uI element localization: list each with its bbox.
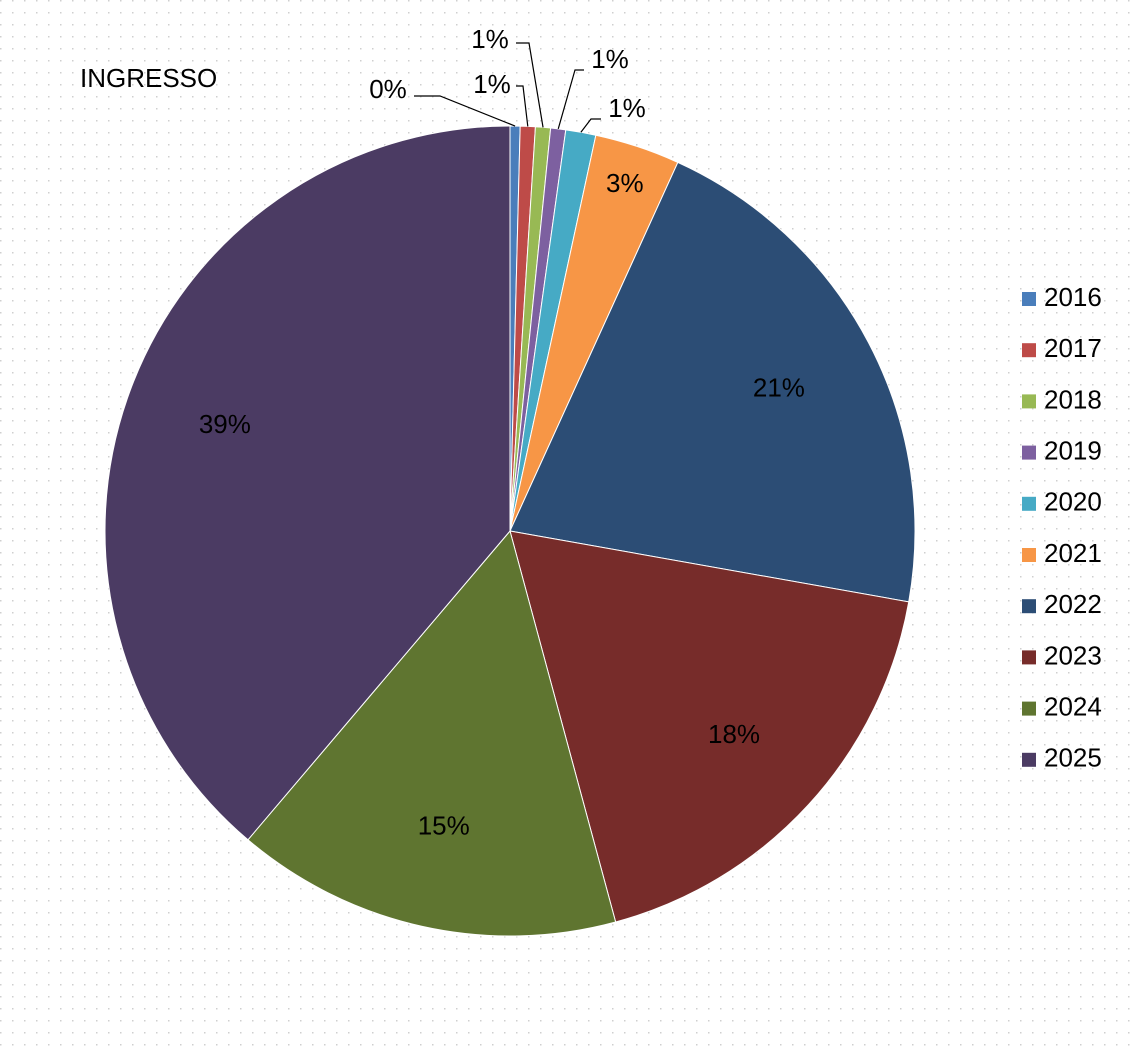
pie-slice: [104, 125, 511, 841]
legend-swatch: [1022, 394, 1036, 409]
pie-slice: [509, 161, 916, 603]
data-label: 1%: [591, 44, 629, 74]
legend-label: 2021: [1044, 538, 1102, 568]
legend-swatch: [1022, 292, 1036, 306]
data-label: 3%: [606, 168, 644, 198]
legend-swatch: [1022, 752, 1036, 767]
legend-swatch: [1022, 548, 1036, 562]
legend-swatch: [1022, 599, 1036, 614]
pie-slice: [509, 530, 910, 923]
data-label: 1%: [608, 93, 646, 123]
legend-swatch: [1022, 701, 1036, 716]
data-label: 0%: [369, 74, 407, 104]
legend-label: 2024: [1044, 691, 1102, 721]
leader-line: [414, 95, 516, 127]
legend-swatch: [1022, 496, 1036, 511]
data-label: 18%: [708, 719, 760, 749]
data-label: 1%: [471, 24, 509, 54]
legend-label: 2025: [1044, 743, 1102, 773]
leader-line: [580, 118, 601, 133]
legend-label: 2023: [1044, 640, 1102, 670]
legend-swatch: [1022, 650, 1036, 665]
legend-label: 2022: [1044, 589, 1102, 619]
legend-label: 2020: [1044, 487, 1102, 517]
data-label: 21%: [753, 373, 805, 403]
chart-title: INGRESSO: [80, 63, 217, 93]
data-label: 15%: [418, 810, 470, 840]
leader-line: [516, 85, 529, 127]
leader-line: [557, 69, 584, 130]
legend-swatch: [1022, 445, 1036, 460]
legend-swatch: [1022, 343, 1036, 358]
leader-line: [516, 42, 544, 128]
legend-label: 2019: [1044, 435, 1102, 465]
legend-label: 2018: [1044, 384, 1102, 414]
data-label: 1%: [473, 69, 511, 99]
legend-label: 2016: [1044, 282, 1102, 312]
pie-slice: [247, 529, 617, 937]
data-label: 39%: [199, 409, 251, 439]
legend-label: 2017: [1044, 333, 1102, 363]
